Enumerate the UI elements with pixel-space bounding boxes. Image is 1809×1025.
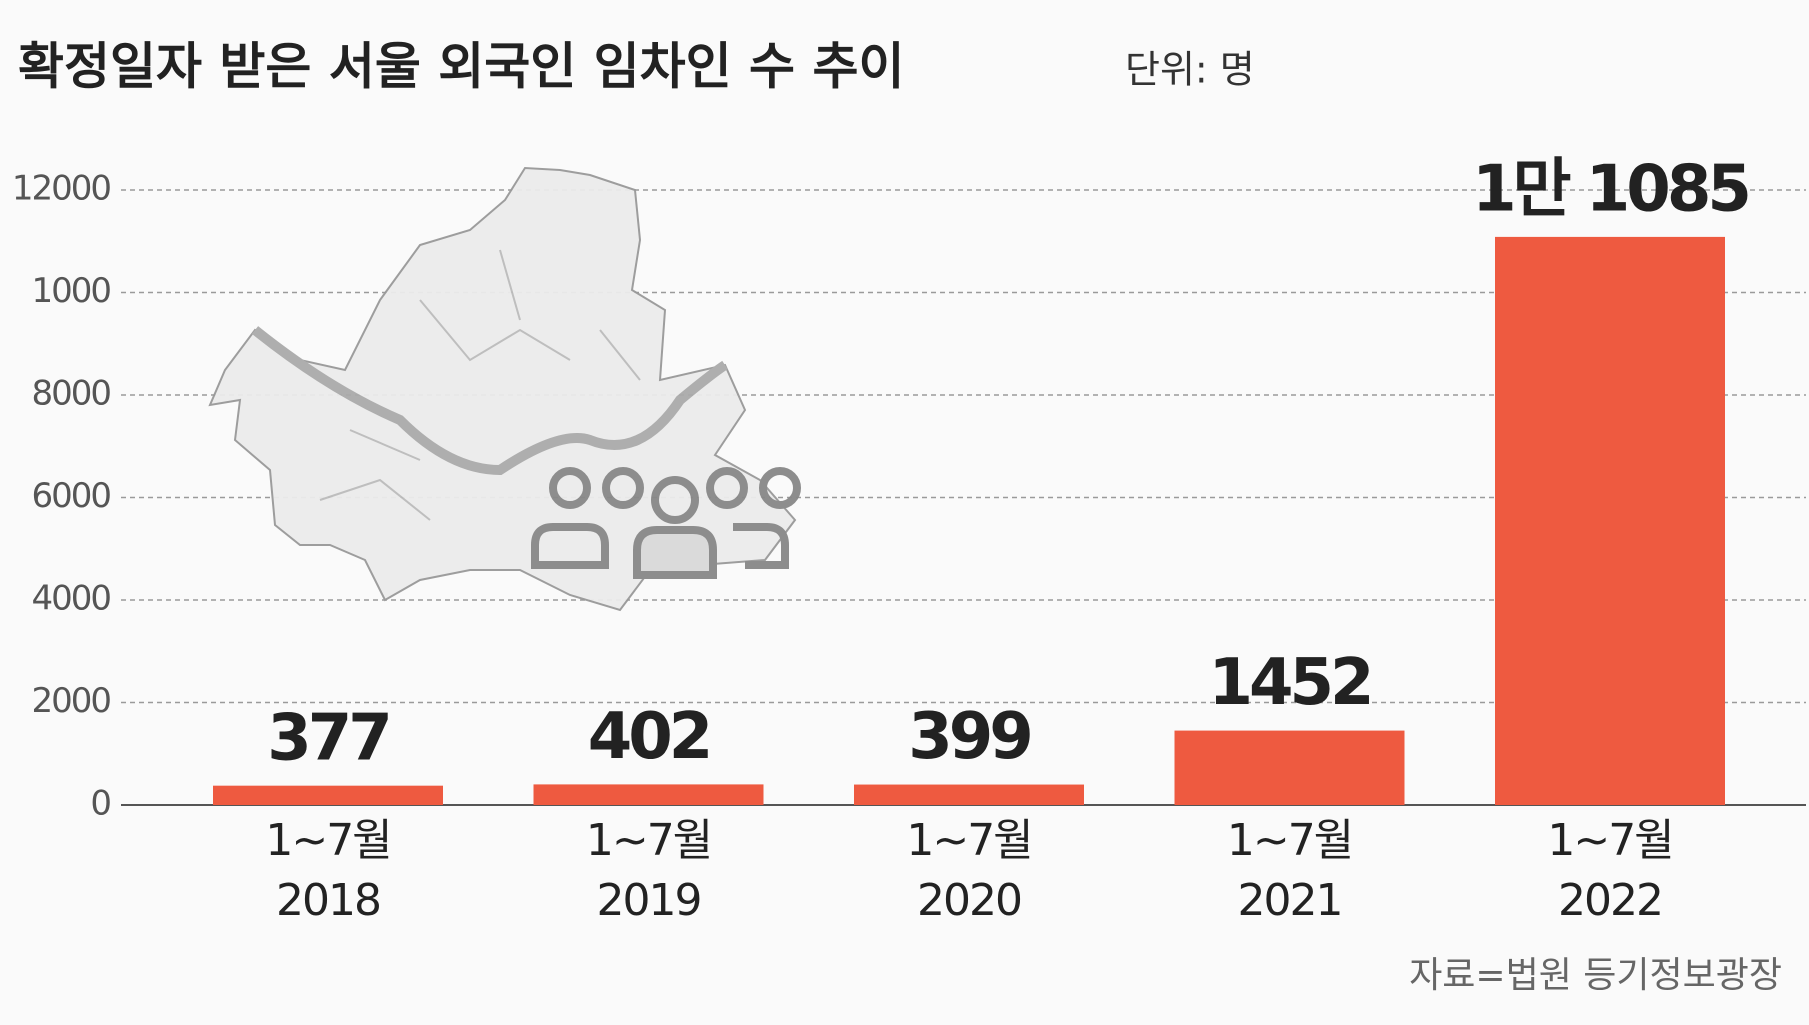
x-tick-label: 2018	[276, 875, 380, 926]
y-tick-label: 0	[90, 784, 110, 824]
y-tick-label: 6000	[31, 476, 110, 516]
y-tick-label: 1000	[31, 271, 110, 311]
chart-subtitle: 단위: 명	[1125, 48, 1255, 92]
x-tick-label: 1~7월	[906, 815, 1031, 866]
value-label: 399	[908, 700, 1030, 774]
bar	[1174, 730, 1405, 805]
source: 자료=법원 등기정보광장	[1409, 955, 1782, 996]
bar	[854, 784, 1084, 805]
value-label: 377	[267, 701, 389, 775]
y-tick-label: 2000	[31, 681, 110, 721]
y-tick-label: 8000	[31, 374, 110, 414]
x-tick-label: 2020	[917, 875, 1021, 926]
bar	[533, 784, 764, 805]
y-tick-label: 12000	[12, 169, 111, 209]
value-label: 402	[588, 700, 710, 774]
chart-title: 확정일자 받은 서울 외국인 임차인 수 추이	[18, 38, 904, 96]
x-tick-label: 1~7월	[265, 815, 390, 866]
x-tick-label: 2019	[597, 875, 701, 926]
y-tick-label: 4000	[31, 579, 110, 619]
x-tick-label: 1~7월	[586, 815, 711, 866]
plot: 0 2000 4000 6000 8000 1000 12000 377 1~7월 2018 402…	[12, 152, 1806, 926]
bar	[1495, 236, 1725, 806]
x-tick-label: 1~7월	[1227, 815, 1352, 866]
value-label: 1452	[1208, 646, 1370, 720]
x-tick-label: 2021	[1238, 875, 1342, 926]
bar	[213, 785, 443, 805]
x-tick-label: 2022	[1558, 875, 1662, 926]
seoul-map-illustration	[208, 166, 801, 612]
x-tick-label: 1~7월	[1547, 815, 1672, 866]
value-label: 1만 1085	[1472, 152, 1748, 226]
